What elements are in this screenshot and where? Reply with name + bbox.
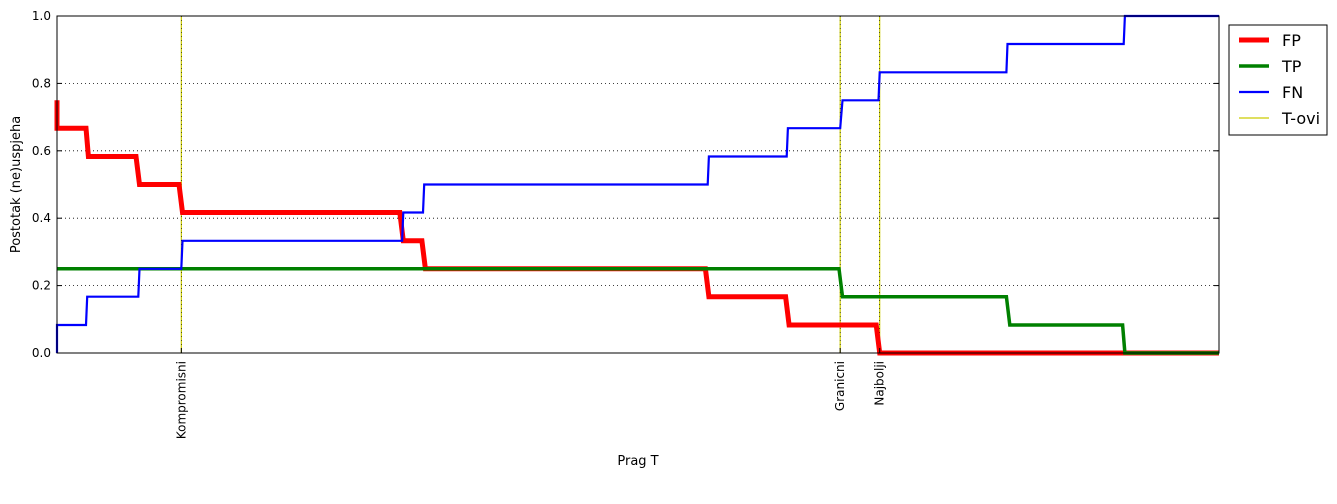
series-line-fn [55, 14, 1219, 353]
y-axis: 0.0 0.2 0.4 0.6 0.8 1.0 [32, 9, 1219, 360]
plot-frame [56, 15, 1220, 354]
series-layer [54, 14, 1219, 356]
legend-label: FN [1282, 83, 1303, 102]
legend-box [1228, 24, 1328, 136]
series-line-fp [54, 100, 1219, 356]
grid-layer [57, 83, 1219, 287]
x-tick-label: Granicni [833, 361, 847, 411]
x-axis: Kompromisni Granicni Najbolji [174, 348, 887, 439]
y-axis-label: Postotak (ne)uspjeha [9, 116, 24, 253]
x-axis-label: Prag T [617, 454, 658, 469]
x-tick-label: Kompromisni [174, 361, 188, 439]
legend-label: T-ovi [1281, 109, 1320, 128]
legend-label: TP [1281, 57, 1302, 76]
y-tick-label: 0.2 [32, 279, 51, 293]
y-tick-label: 1.0 [32, 9, 51, 23]
y-tick-label: 0.0 [32, 346, 51, 360]
x-tick-label: Najbolji [873, 361, 887, 406]
legend: FP TP FN T-ovi [1228, 24, 1328, 136]
y-tick-label: 0.6 [32, 144, 51, 158]
y-tick-label: 0.4 [32, 211, 51, 225]
legend-label: FP [1282, 31, 1301, 50]
series-line-tp [57, 267, 1219, 355]
y-tick-label: 0.8 [32, 76, 51, 90]
